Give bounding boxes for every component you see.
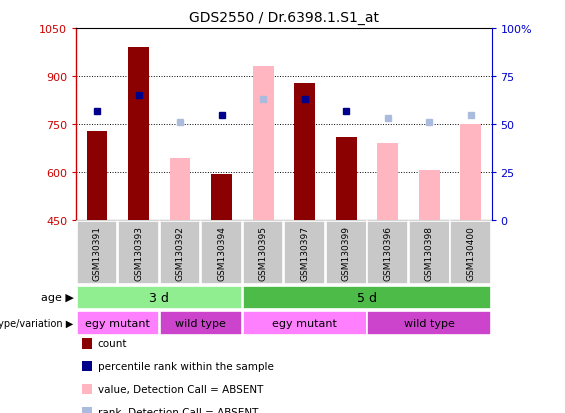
Bar — [128, 48, 149, 221]
Bar — [77, 286, 242, 310]
Text: GSM130399: GSM130399 — [342, 225, 351, 280]
Text: GSM130392: GSM130392 — [176, 225, 185, 280]
Text: GSM130397: GSM130397 — [300, 225, 309, 280]
Bar — [77, 311, 159, 335]
Text: percentile rank within the sample: percentile rank within the sample — [98, 361, 273, 371]
Bar — [294, 83, 315, 221]
Text: GSM130395: GSM130395 — [259, 225, 268, 280]
Text: value, Detection Call = ABSENT: value, Detection Call = ABSENT — [98, 384, 263, 394]
Bar — [367, 311, 491, 335]
Text: GSM130393: GSM130393 — [134, 225, 143, 280]
Bar — [253, 67, 273, 221]
Bar — [86, 131, 107, 221]
Bar — [409, 222, 450, 284]
Bar — [243, 286, 491, 310]
Text: wild type: wild type — [404, 318, 455, 328]
Bar — [77, 222, 118, 284]
Text: GSM130391: GSM130391 — [93, 225, 102, 280]
Text: GSM130398: GSM130398 — [425, 225, 434, 280]
Bar — [367, 222, 408, 284]
Bar — [336, 138, 357, 221]
Bar — [419, 171, 440, 221]
Bar — [243, 222, 284, 284]
Bar — [460, 125, 481, 221]
Bar — [450, 222, 491, 284]
Text: GSM130396: GSM130396 — [383, 225, 392, 280]
Bar — [284, 222, 325, 284]
Bar — [160, 222, 201, 284]
Bar — [160, 311, 242, 335]
Text: egy mutant: egy mutant — [272, 318, 337, 328]
Text: rank, Detection Call = ABSENT: rank, Detection Call = ABSENT — [98, 407, 258, 413]
Bar — [326, 222, 367, 284]
Bar — [118, 222, 159, 284]
Bar — [170, 159, 190, 221]
Title: GDS2550 / Dr.6398.1.S1_at: GDS2550 / Dr.6398.1.S1_at — [189, 11, 379, 25]
Text: GSM130400: GSM130400 — [466, 225, 475, 280]
Text: 5 d: 5 d — [357, 291, 377, 304]
Text: genotype/variation ▶: genotype/variation ▶ — [0, 318, 73, 328]
Bar — [377, 144, 398, 221]
Text: egy mutant: egy mutant — [85, 318, 150, 328]
Text: age ▶: age ▶ — [41, 293, 73, 303]
Text: 3 d: 3 d — [149, 291, 169, 304]
Bar — [201, 222, 242, 284]
Text: count: count — [98, 339, 127, 349]
Text: GSM130394: GSM130394 — [217, 225, 226, 280]
Bar — [211, 175, 232, 221]
Bar — [243, 311, 367, 335]
Text: wild type: wild type — [175, 318, 227, 328]
